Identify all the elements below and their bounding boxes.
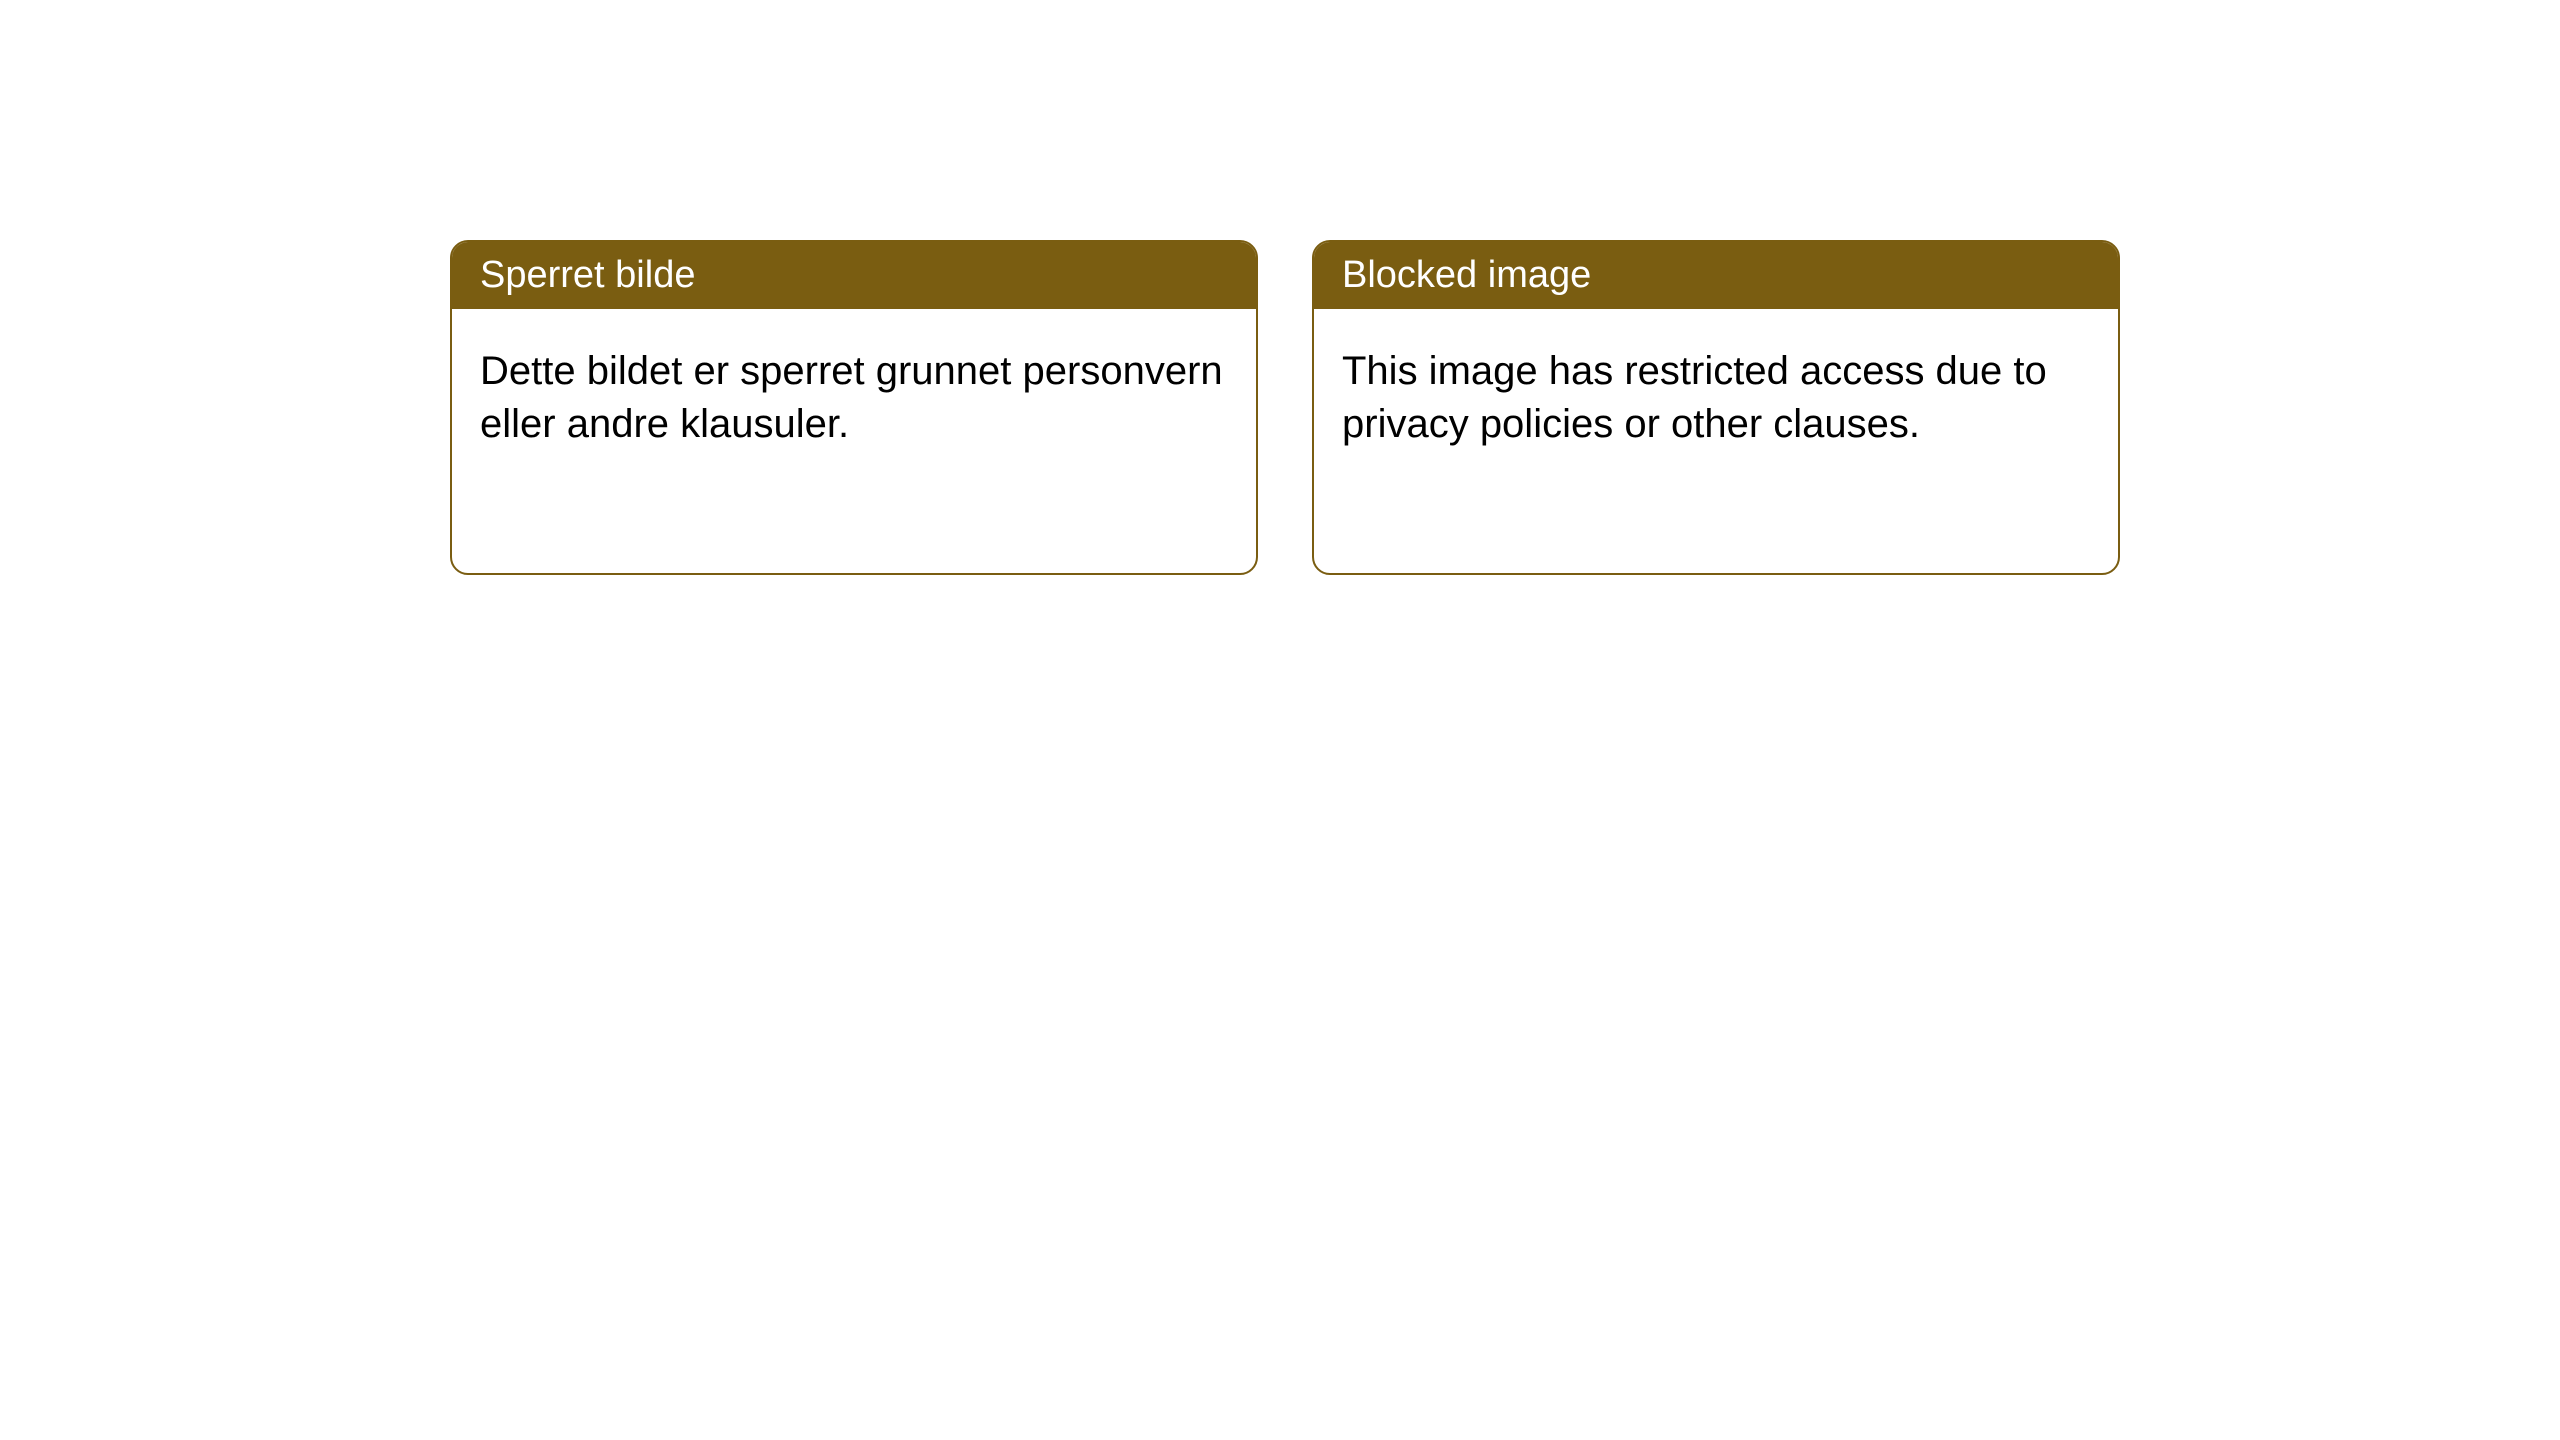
card-header: Blocked image: [1314, 242, 2118, 309]
notice-card-english: Blocked image This image has restricted …: [1312, 240, 2120, 575]
card-title: Blocked image: [1342, 254, 1591, 296]
card-message: This image has restricted access due to …: [1342, 349, 2047, 446]
notice-card-norwegian: Sperret bilde Dette bildet er sperret gr…: [450, 240, 1258, 575]
card-body: This image has restricted access due to …: [1314, 309, 2118, 573]
notice-cards-container: Sperret bilde Dette bildet er sperret gr…: [0, 0, 2560, 575]
card-body: Dette bildet er sperret grunnet personve…: [452, 309, 1256, 573]
card-header: Sperret bilde: [452, 242, 1256, 309]
card-title: Sperret bilde: [480, 254, 695, 296]
card-message: Dette bildet er sperret grunnet personve…: [480, 349, 1223, 446]
